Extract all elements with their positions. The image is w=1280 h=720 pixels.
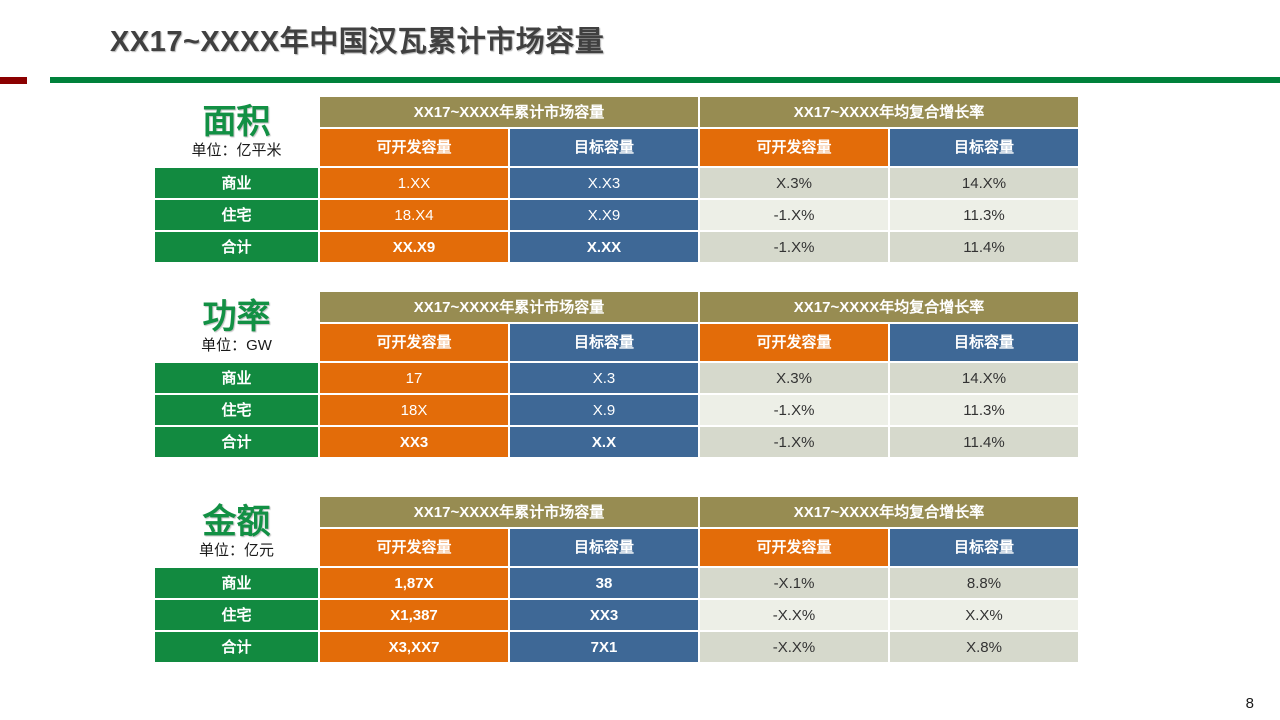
row-label: 合计 (155, 427, 318, 457)
red-accent-bar (0, 77, 27, 84)
table-cell: X.8% (890, 632, 1078, 662)
column-header-developable: 可开发容量 (700, 324, 888, 361)
table-cell: X.XX (510, 232, 698, 262)
table-cell: 1.XX (320, 168, 508, 198)
table-cell: -X.X% (700, 600, 888, 630)
table-amount: 金额 单位：亿元 XX17~XXXX年累计市场容量 XX17~XXXX年均复合增… (155, 497, 1078, 662)
table-cell: 17 (320, 363, 508, 393)
table-cell: XX3 (320, 427, 508, 457)
table-cell: X3,XX7 (320, 632, 508, 662)
row-label: 商业 (155, 568, 318, 598)
table-cell: 11.3% (890, 395, 1078, 425)
section-title: 功率 (202, 298, 271, 336)
table-cell: X.3% (700, 168, 888, 198)
section-header-area: 面积 单位：亿平米 (155, 97, 318, 166)
table-cell: 11.4% (890, 427, 1078, 457)
column-header-target: 目标容量 (510, 129, 698, 166)
column-header-target: 目标容量 (890, 129, 1078, 166)
column-header-developable: 可开发容量 (320, 129, 508, 166)
table-cell: X.3% (700, 363, 888, 393)
row-label: 合计 (155, 232, 318, 262)
table-cell: 18.X4 (320, 200, 508, 230)
table-cell: -1.X% (700, 232, 888, 262)
section-unit-label: 单位：亿平米 (191, 142, 282, 159)
column-header-developable: 可开发容量 (320, 324, 508, 361)
column-header-target: 目标容量 (890, 529, 1078, 566)
row-label: 住宅 (155, 200, 318, 230)
table-power: 功率 单位：GW XX17~XXXX年累计市场容量 XX17~XXXX年均复合增… (155, 292, 1078, 457)
column-header-developable: 可开发容量 (700, 129, 888, 166)
section-header-power: 功率 单位：GW (155, 292, 318, 361)
row-label: 住宅 (155, 395, 318, 425)
table-area: 面积 单位：亿平米 XX17~XXXX年累计市场容量 XX17~XXXX年均复合… (155, 97, 1078, 262)
group-header-cumulative: XX17~XXXX年累计市场容量 (320, 497, 698, 527)
row-label: 商业 (155, 363, 318, 393)
group-header-cumulative: XX17~XXXX年累计市场容量 (320, 292, 698, 322)
table-cell: X.X (510, 427, 698, 457)
table-cell: X.X% (890, 600, 1078, 630)
group-header-cagr: XX17~XXXX年均复合增长率 (700, 497, 1078, 527)
table-cell: -1.X% (700, 200, 888, 230)
group-header-cumulative: XX17~XXXX年累计市场容量 (320, 97, 698, 127)
row-label: 合计 (155, 632, 318, 662)
table-cell: -1.X% (700, 427, 888, 457)
table-cell: 38 (510, 568, 698, 598)
table-cell: 1,87X (320, 568, 508, 598)
table-cell: XX3 (510, 600, 698, 630)
table-cell: X.X9 (510, 200, 698, 230)
table-cell: 11.4% (890, 232, 1078, 262)
table-cell: -X.X% (700, 632, 888, 662)
row-label: 商业 (155, 168, 318, 198)
group-header-cagr: XX17~XXXX年均复合增长率 (700, 292, 1078, 322)
table-cell: -1.X% (700, 395, 888, 425)
table-cell: 14.X% (890, 168, 1078, 198)
column-header-target: 目标容量 (890, 324, 1078, 361)
table-cell: 11.3% (890, 200, 1078, 230)
section-title: 面积 (202, 103, 271, 141)
table-cell: XX.X9 (320, 232, 508, 262)
table-cell: 18X (320, 395, 508, 425)
section-unit-label: 单位：亿元 (198, 542, 274, 559)
column-header-target: 目标容量 (510, 324, 698, 361)
column-header-developable: 可开发容量 (320, 529, 508, 566)
table-cell: 7X1 (510, 632, 698, 662)
table-cell: X.9 (510, 395, 698, 425)
table-cell: X.X3 (510, 168, 698, 198)
page-number: 8 (1245, 695, 1254, 712)
section-header-amount: 金额 单位：亿元 (155, 497, 318, 566)
section-unit-label: 单位：GW (201, 337, 272, 354)
table-cell: -X.1% (700, 568, 888, 598)
group-header-cagr: XX17~XXXX年均复合增长率 (700, 97, 1078, 127)
page-title: XX17~XXXX年中国汉瓦累计市场容量 (110, 26, 605, 58)
table-cell: 14.X% (890, 363, 1078, 393)
row-label: 住宅 (155, 600, 318, 630)
table-cell: X1,387 (320, 600, 508, 630)
column-header-target: 目标容量 (510, 529, 698, 566)
table-cell: X.3 (510, 363, 698, 393)
green-divider-line (50, 77, 1280, 83)
section-title: 金额 (202, 503, 271, 541)
table-cell: 8.8% (890, 568, 1078, 598)
column-header-developable: 可开发容量 (700, 529, 888, 566)
